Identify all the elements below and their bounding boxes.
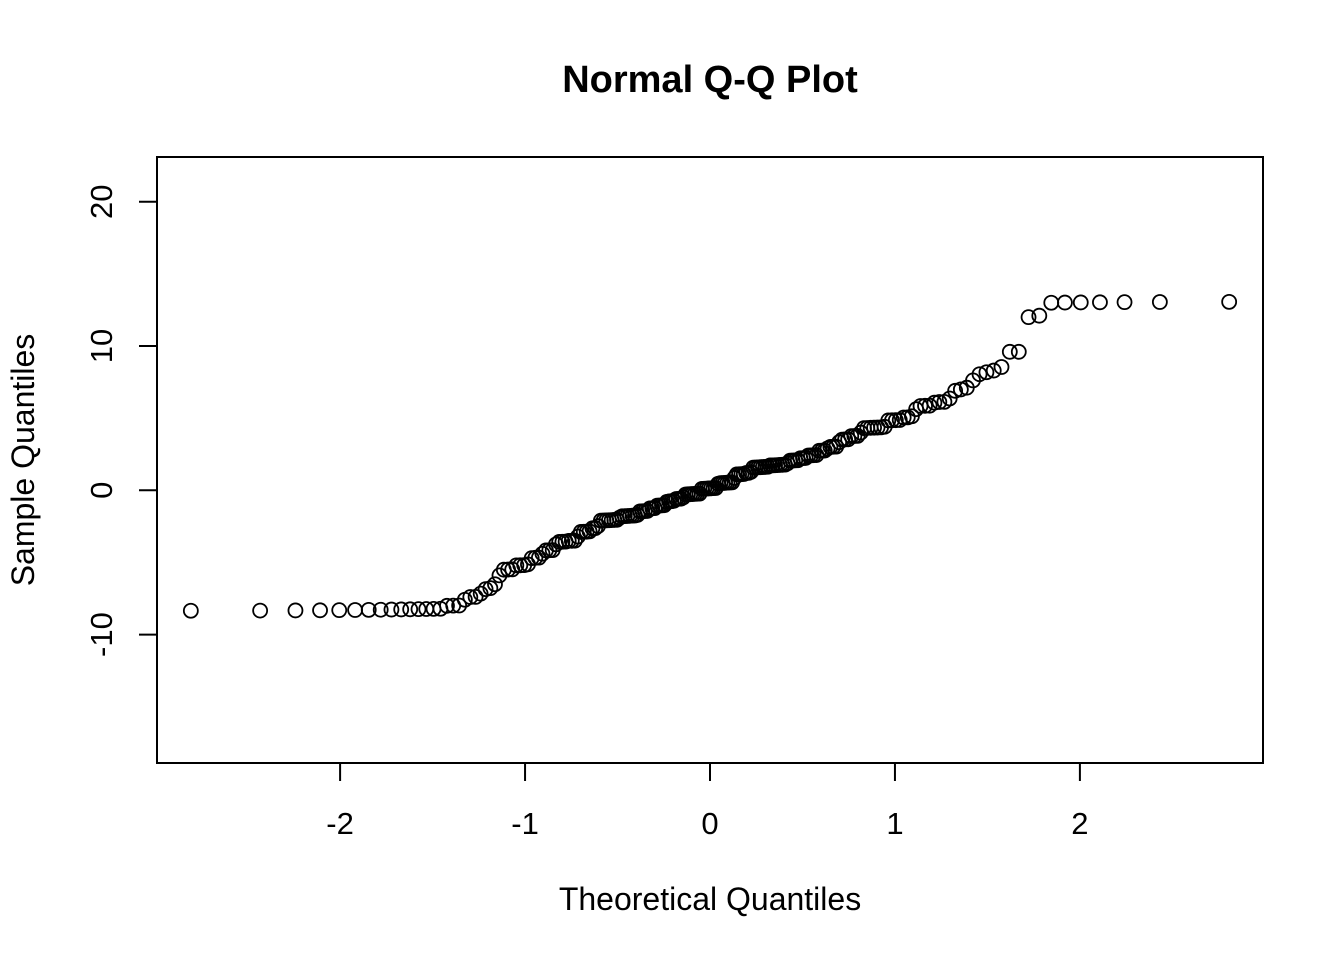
data-point [462,589,479,605]
data-point [1116,294,1133,311]
data-point [895,409,912,426]
x-axis-label: Theoretical Quantiles [559,881,861,917]
data-point [947,382,964,399]
data-point [482,580,499,597]
data-point [993,359,1010,375]
data-point [331,602,348,619]
data-point [1092,294,1108,311]
data-point [629,507,646,523]
data-point [487,576,503,593]
data-point [312,602,328,619]
data-point [1151,294,1168,310]
data-point [1043,294,1060,311]
y-axis: -10 0 10 20 [84,184,158,657]
x-tick-label: 0 [701,806,718,841]
data-point [971,366,988,383]
data-point [383,601,400,618]
data-point [1057,294,1073,311]
data-point [985,362,1002,379]
data-point [931,394,948,410]
data-point [393,601,410,618]
data-point [1221,293,1238,310]
data-point [372,601,389,618]
data-point [1001,343,1018,360]
y-tick-label: -10 [84,612,119,657]
data-point [451,597,468,614]
data-point [952,381,969,398]
x-tick-label: -2 [326,806,354,841]
data-point [1010,343,1027,360]
data-point [1072,294,1089,311]
data-points [182,293,1238,619]
data-point [402,601,419,618]
x-tick-label: 2 [1071,806,1088,841]
data-point [252,602,269,619]
data-point [410,601,427,618]
data-point [287,602,304,619]
y-axis-label: Sample Quantiles [5,334,41,587]
y-tick-label: 10 [84,329,119,363]
y-tick-label: 20 [84,184,119,218]
x-axis: -2 -1 0 1 2 [326,762,1089,841]
data-point [926,394,943,411]
chart-title: Normal Q-Q Plot [562,59,858,101]
x-tick-label: -1 [511,806,539,841]
data-point [1020,309,1037,326]
plot-frame [156,156,1264,764]
y-tick-label: 0 [84,482,119,499]
data-point [1031,307,1048,324]
data-point [508,557,525,574]
data-point [439,597,455,614]
data-point [360,601,377,618]
data-point [347,602,364,618]
data-point [182,602,199,619]
x-tick-label: 1 [886,806,903,841]
data-point [978,364,995,381]
data-point [917,397,933,414]
